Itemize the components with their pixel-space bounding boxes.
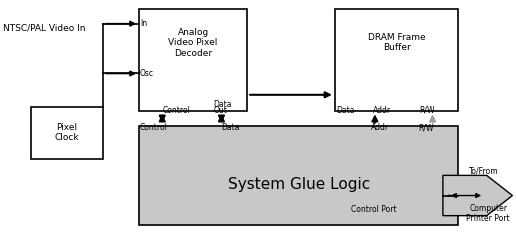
Bar bbox=[139, 9, 247, 111]
Text: Control Port: Control Port bbox=[351, 205, 396, 214]
Text: Data: Data bbox=[221, 123, 240, 132]
Text: NTSC/PAL Video In: NTSC/PAL Video In bbox=[3, 24, 85, 33]
Bar bbox=[31, 107, 103, 159]
Text: R/W: R/W bbox=[418, 123, 433, 132]
Text: Data: Data bbox=[336, 106, 354, 115]
Text: Addr: Addr bbox=[374, 106, 392, 115]
Text: Analog
Video Pixel
Decoder: Analog Video Pixel Decoder bbox=[168, 28, 218, 58]
Text: Pixel
Clock: Pixel Clock bbox=[55, 123, 79, 142]
Text: Data: Data bbox=[214, 100, 232, 109]
Text: In: In bbox=[140, 19, 147, 28]
Text: Addr: Addr bbox=[371, 123, 389, 132]
Text: To/From: To/From bbox=[469, 166, 499, 175]
Text: Control: Control bbox=[162, 106, 190, 115]
Bar bbox=[139, 126, 458, 225]
Text: R/W: R/W bbox=[420, 106, 435, 115]
Bar bbox=[335, 9, 458, 111]
Text: Control: Control bbox=[140, 123, 168, 132]
Text: Computer
Printer Port: Computer Printer Port bbox=[466, 204, 510, 223]
Polygon shape bbox=[443, 175, 512, 216]
Text: System Glue Logic: System Glue Logic bbox=[228, 177, 370, 192]
Text: DRAM Frame
Buffer: DRAM Frame Buffer bbox=[368, 33, 425, 52]
Text: Osc: Osc bbox=[140, 69, 154, 78]
Text: Out: Out bbox=[214, 106, 228, 115]
